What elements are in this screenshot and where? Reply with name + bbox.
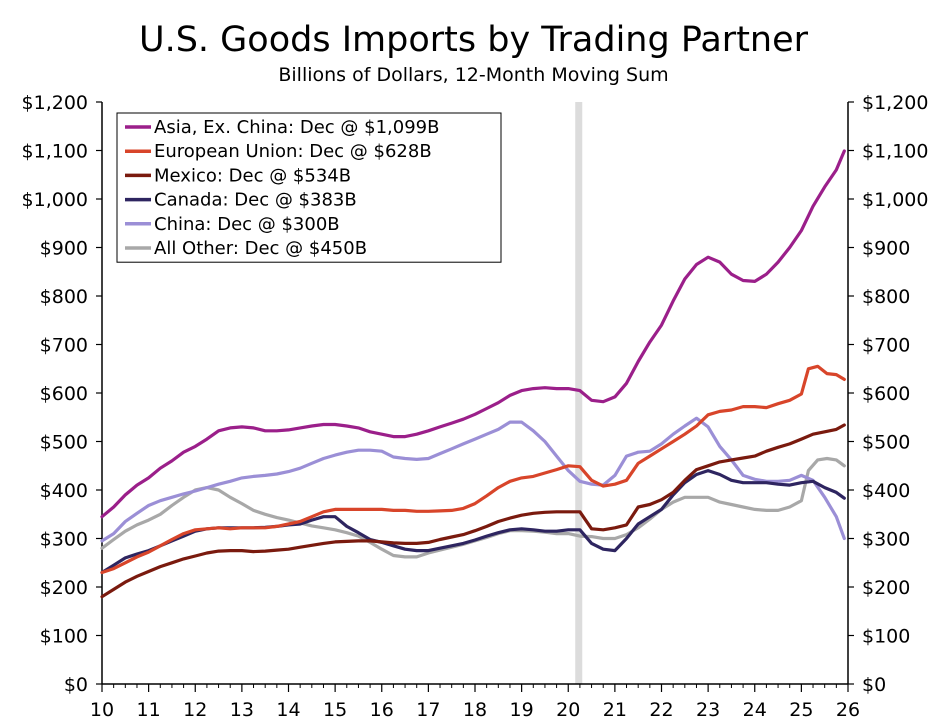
- y-tick-label-left: $1,100: [22, 141, 88, 163]
- recession-band: [575, 102, 583, 684]
- y-tick-label-left: $400: [40, 480, 88, 502]
- x-tick-label: 22: [649, 699, 673, 721]
- y-tick-label-left: $300: [40, 529, 88, 551]
- y-tick-label-right: $100: [862, 626, 910, 648]
- y-tick-label-right: $300: [862, 529, 910, 551]
- y-tick-label-left: $800: [40, 286, 88, 308]
- y-tick-label-right: $200: [862, 577, 910, 599]
- x-tick-label: 15: [323, 699, 347, 721]
- x-tick-label: 16: [370, 699, 394, 721]
- x-tick-label: 11: [137, 699, 161, 721]
- y-tick-label-left: $1,000: [22, 189, 88, 211]
- y-tick-label-right: $0: [862, 674, 886, 696]
- y-tick-label-left: $500: [40, 432, 88, 454]
- x-tick-label: 19: [510, 699, 534, 721]
- legend-label: Asia, Ex. China: Dec @ $1,099B: [154, 117, 439, 138]
- x-tick-label: 14: [276, 699, 300, 721]
- y-tick-label-right: $700: [862, 335, 910, 357]
- x-tick-label: 17: [416, 699, 440, 721]
- y-tick-label-right: $1,200: [862, 92, 928, 114]
- y-tick-label-left: $600: [40, 383, 88, 405]
- x-tick-label: 26: [836, 699, 860, 721]
- x-tick-label: 23: [696, 699, 720, 721]
- x-tick-label: 12: [183, 699, 207, 721]
- series-line: [100, 423, 846, 599]
- y-tick-label-left: $0: [64, 674, 88, 696]
- y-tick-label-left: $100: [40, 626, 88, 648]
- y-tick-label-left: $700: [40, 335, 88, 357]
- legend-label: All Other: Dec @ $450B: [154, 238, 367, 259]
- series-line: [100, 364, 846, 575]
- y-tick-label-right: $500: [862, 432, 910, 454]
- y-tick-label-right: $900: [862, 238, 910, 260]
- chart-title: U.S. Goods Imports by Trading Partner: [138, 20, 809, 60]
- y-tick-label-right: $1,000: [862, 189, 928, 211]
- x-tick-label: 20: [556, 699, 580, 721]
- y-tick-label-right: $600: [862, 383, 910, 405]
- x-tick-label: 24: [743, 699, 767, 721]
- x-tick-label: 13: [230, 699, 254, 721]
- x-tick-label: 21: [603, 699, 627, 721]
- y-tick-label-right: $800: [862, 286, 910, 308]
- legend-label: Canada: Dec @ $383B: [154, 190, 357, 211]
- x-tick-label: 25: [789, 699, 813, 721]
- legend-box: [116, 112, 502, 263]
- x-tick-label: 18: [463, 699, 487, 721]
- x-tick-label: 10: [90, 699, 114, 721]
- y-tick-label-left: $200: [40, 577, 88, 599]
- legend-label: European Union: Dec @ $628B: [154, 141, 432, 162]
- series-line: [100, 149, 846, 519]
- series-line: [100, 416, 846, 543]
- legend-label: Mexico: Dec @ $534B: [154, 165, 351, 186]
- y-tick-label-right: $1,100: [862, 141, 928, 163]
- chart-subtitle: Billions of Dollars, 12-Month Moving Sum: [278, 64, 669, 86]
- y-tick-label-left: $1,200: [22, 92, 88, 114]
- y-tick-label-left: $900: [40, 238, 88, 260]
- legend-label: China: Dec @ $300B: [154, 214, 340, 235]
- y-tick-label-right: $400: [862, 480, 910, 502]
